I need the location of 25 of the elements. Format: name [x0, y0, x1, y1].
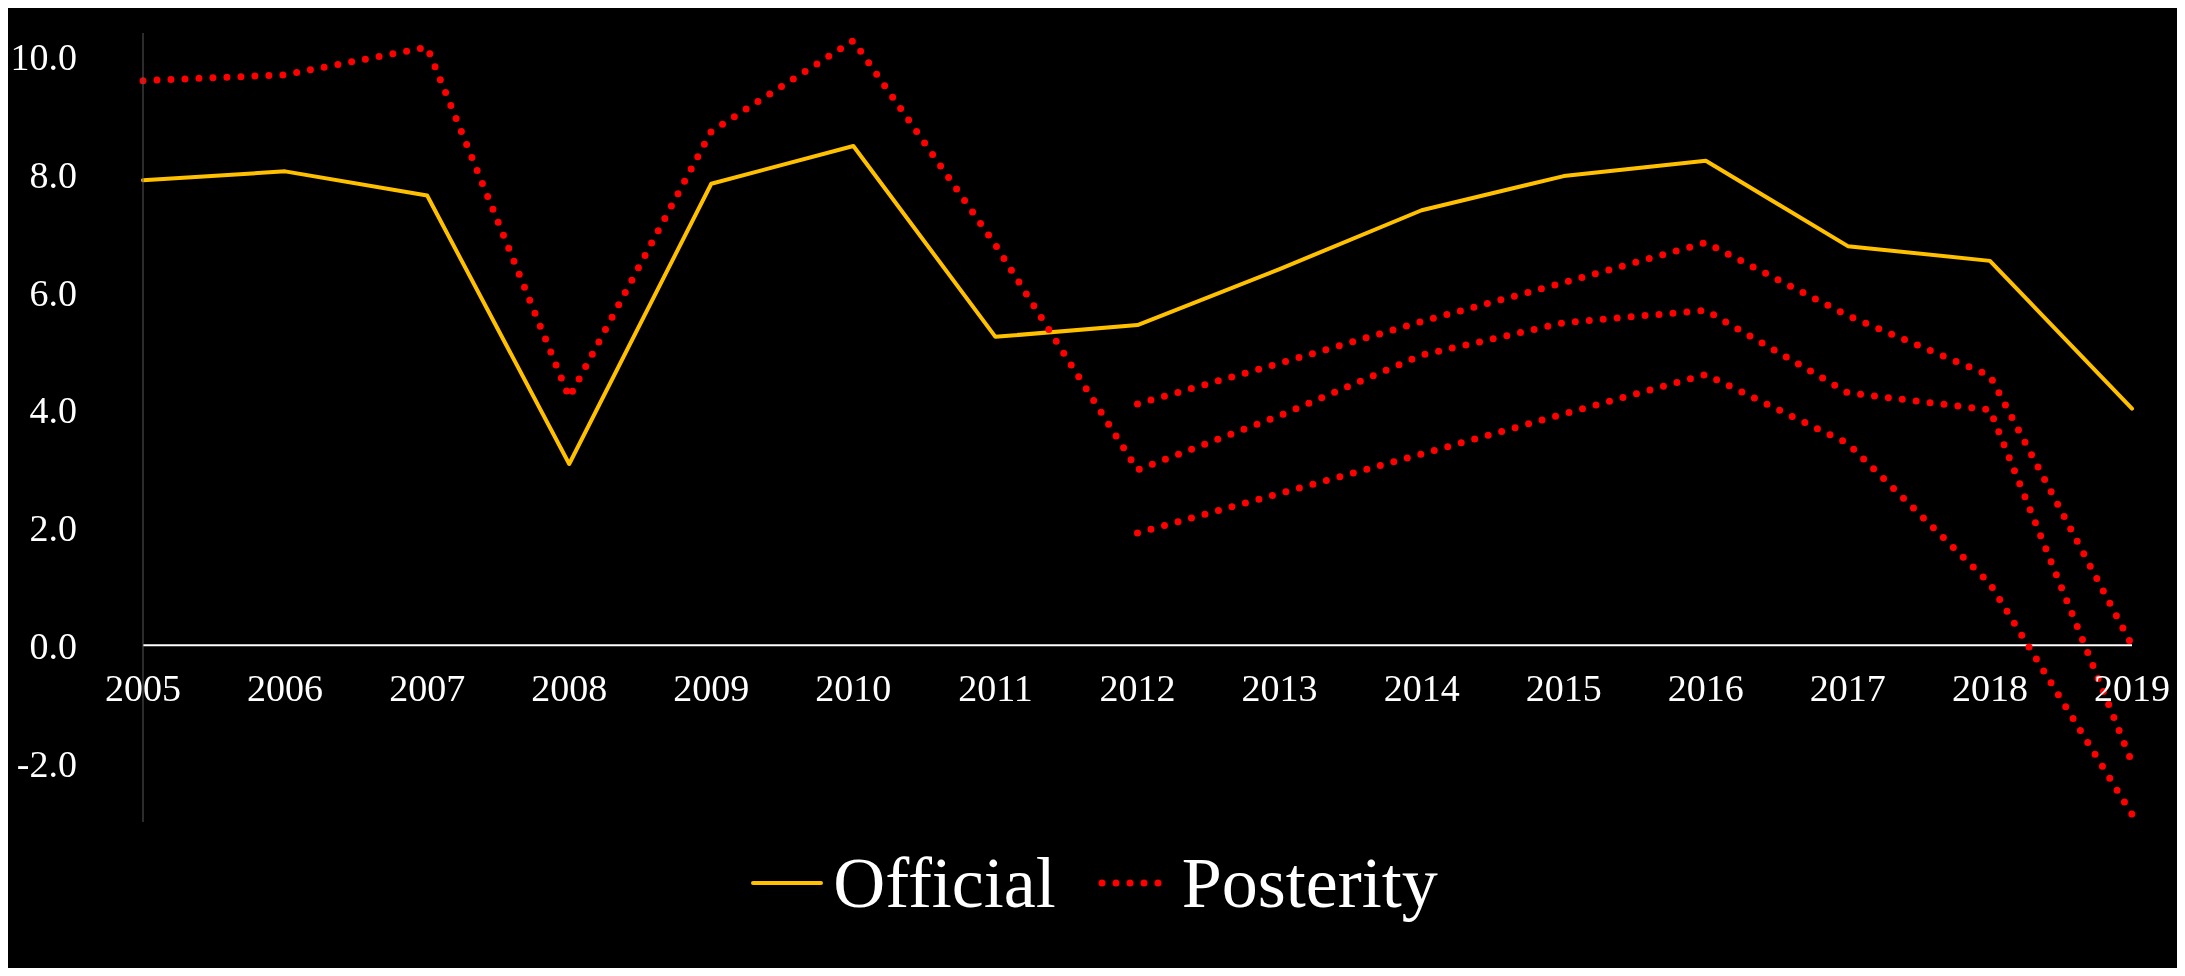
x-tick-label: 2008	[531, 667, 608, 710]
y-tick-label: 4.0	[29, 389, 77, 432]
y-tick-label: -2.0	[16, 742, 77, 785]
x-tick-label: 2013	[1241, 667, 1318, 710]
x-tick-label: 2005	[105, 667, 181, 710]
y-tick-label: 6.0	[29, 271, 77, 314]
x-tick-label: 2006	[247, 667, 324, 710]
y-tick-label: 2.0	[29, 507, 77, 550]
x-tick-label: 2009	[673, 667, 750, 710]
y-tick-label: 0.0	[29, 624, 77, 667]
y-tick-label: 8.0	[29, 153, 77, 196]
x-tick-label: 2014	[1383, 667, 1460, 710]
x-tick-label: 2016	[1667, 667, 1744, 710]
line-series	[141, 144, 2134, 467]
x-tick-label: 2012	[1099, 667, 1176, 710]
x-tick-label: 2017	[1809, 667, 1886, 710]
x-tick-label: 2010	[815, 667, 892, 710]
y-tick-label: 10.0	[10, 36, 77, 79]
x-tick-label: 2015	[1525, 667, 1602, 710]
x-tick-label: 2018	[1951, 667, 2028, 710]
x-tick-label: 2011	[958, 667, 1033, 710]
legend-label: Posterity	[1181, 842, 1438, 925]
x-tick-label: 2019	[2094, 667, 2170, 710]
x-tick-label: 2007	[389, 667, 466, 710]
legend-label: Official	[833, 842, 1056, 925]
